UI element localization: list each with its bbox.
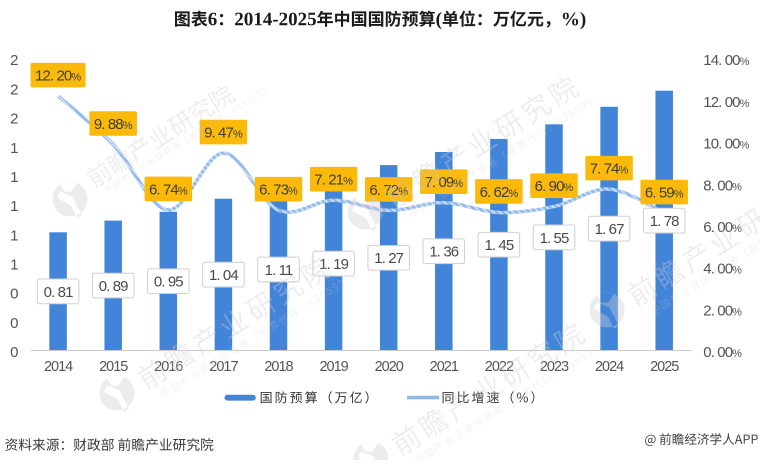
svg-text:6. 74%: 6. 74% bbox=[149, 181, 188, 198]
svg-text:0. 95: 0. 95 bbox=[154, 274, 183, 291]
svg-text:2: 2 bbox=[10, 81, 18, 98]
svg-text:0. 00%: 0. 00% bbox=[703, 344, 742, 361]
svg-text:1. 67: 1. 67 bbox=[595, 221, 624, 238]
svg-text:0. 81: 0. 81 bbox=[44, 284, 73, 301]
svg-text:0: 0 bbox=[10, 315, 18, 332]
svg-text:2015: 2015 bbox=[99, 359, 128, 375]
svg-text:9. 47%: 9. 47% bbox=[204, 125, 243, 142]
svg-text:1: 1 bbox=[10, 198, 18, 215]
svg-text:1. 78: 1. 78 bbox=[650, 213, 679, 230]
svg-text:1. 27: 1. 27 bbox=[374, 250, 403, 267]
svg-text:1: 1 bbox=[10, 140, 18, 157]
svg-text:1: 1 bbox=[10, 227, 18, 244]
svg-text:6. 59%: 6. 59% bbox=[645, 185, 684, 202]
svg-text:9. 88%: 9. 88% bbox=[94, 116, 133, 133]
svg-text:6. 62%: 6. 62% bbox=[480, 184, 519, 201]
svg-text:2. 00%: 2. 00% bbox=[703, 302, 742, 319]
svg-text:10. 00%: 10. 00% bbox=[703, 136, 749, 153]
svg-text:1: 1 bbox=[10, 257, 18, 274]
svg-text:7. 74%: 7. 74% bbox=[590, 161, 629, 178]
svg-text:6. 00%: 6. 00% bbox=[703, 219, 742, 236]
svg-text:1. 55: 1. 55 bbox=[540, 230, 569, 247]
svg-text:1: 1 bbox=[10, 169, 18, 186]
svg-text:2014: 2014 bbox=[44, 359, 73, 375]
svg-text:12. 20%: 12. 20% bbox=[35, 68, 81, 85]
svg-text:1. 11: 1. 11 bbox=[265, 262, 293, 279]
svg-text:0: 0 bbox=[10, 344, 18, 361]
svg-text:2020: 2020 bbox=[375, 359, 404, 375]
svg-text:7. 09%: 7. 09% bbox=[424, 174, 463, 191]
svg-text:8. 00%: 8. 00% bbox=[703, 177, 742, 194]
svg-text:1. 04: 1. 04 bbox=[209, 267, 238, 284]
svg-text:2024: 2024 bbox=[595, 359, 624, 375]
svg-text:2: 2 bbox=[10, 52, 18, 69]
svg-text:2021: 2021 bbox=[430, 359, 459, 375]
svg-text:2025: 2025 bbox=[650, 359, 679, 375]
svg-text:6. 73%: 6. 73% bbox=[259, 182, 298, 199]
svg-text:2018: 2018 bbox=[264, 359, 293, 375]
svg-text:7. 21%: 7. 21% bbox=[314, 172, 353, 189]
svg-text:1. 45: 1. 45 bbox=[484, 237, 513, 254]
svg-text:0: 0 bbox=[10, 286, 18, 303]
svg-text:2017: 2017 bbox=[209, 359, 238, 375]
svg-text:2023: 2023 bbox=[540, 359, 569, 375]
svg-text:6. 90%: 6. 90% bbox=[535, 178, 574, 195]
svg-text:12. 00%: 12. 00% bbox=[703, 94, 749, 111]
svg-text:2019: 2019 bbox=[319, 359, 348, 375]
svg-text:1. 36: 1. 36 bbox=[429, 244, 458, 261]
svg-text:14. 00%: 14. 00% bbox=[703, 52, 749, 69]
svg-text:1. 19: 1. 19 bbox=[319, 256, 348, 273]
svg-text:0. 89: 0. 89 bbox=[99, 278, 128, 295]
svg-text:2022: 2022 bbox=[485, 359, 514, 375]
svg-text:2: 2 bbox=[10, 111, 18, 128]
